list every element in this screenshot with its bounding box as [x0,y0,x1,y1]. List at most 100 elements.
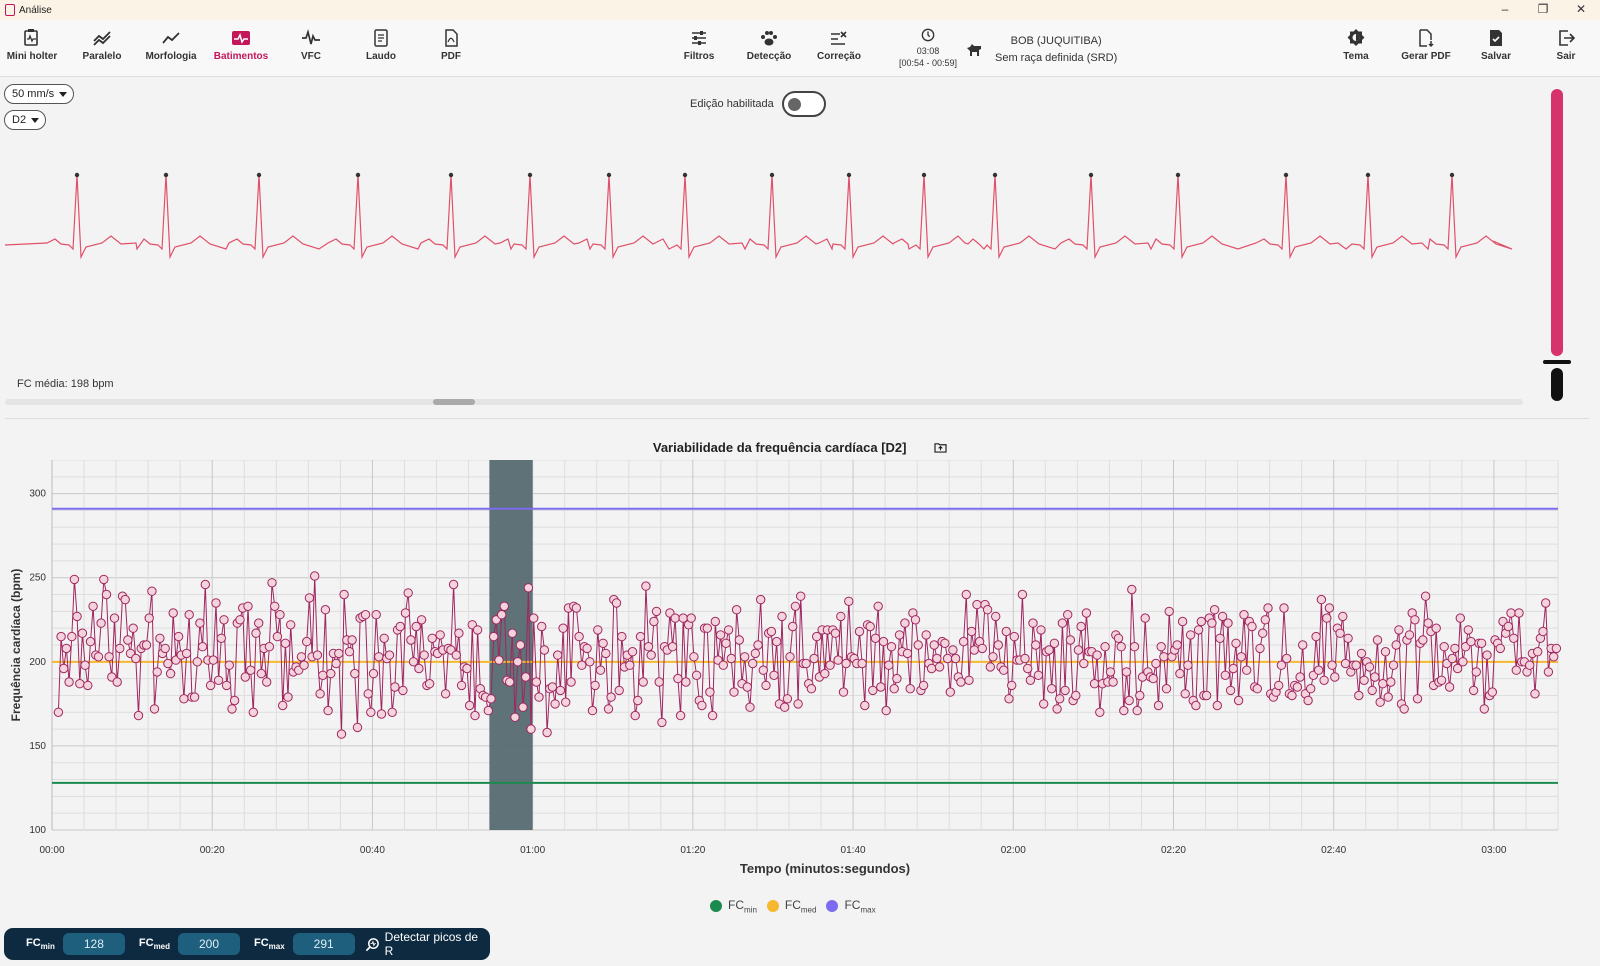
heart-rate-point[interactable] [742,682,752,692]
heart-rate-point[interactable] [1028,618,1038,628]
heart-rate-point[interactable] [854,626,865,637]
heart-rate-point[interactable] [913,640,923,650]
heart-rate-point[interactable] [1410,615,1420,625]
gain-slider-handle[interactable] [1543,360,1571,364]
heart-rate-point[interactable] [1386,677,1396,687]
heart-rate-point[interactable] [1263,603,1273,613]
heart-rate-point[interactable] [505,677,515,687]
heart-rate-point[interactable] [766,626,777,637]
heart-rate-point[interactable] [780,702,790,712]
heart-rate-point[interactable] [310,571,320,581]
heart-rate-point[interactable] [1031,640,1041,650]
heart-rate-point[interactable] [1412,694,1423,704]
heart-rate-point[interactable] [398,685,408,696]
heart-rate-point[interactable] [1322,613,1332,623]
heart-rate-point[interactable] [112,677,122,687]
heart-rate-point[interactable] [67,631,77,642]
r-peak-marker[interactable] [769,172,775,178]
heart-rate-point[interactable] [168,608,178,618]
heart-rate-point[interactable] [905,684,915,694]
r-peak-marker[interactable] [355,172,361,178]
heart-rate-point[interactable] [969,645,979,655]
heart-rate-point[interactable] [1196,616,1207,627]
heart-rate-point[interactable] [262,677,272,687]
heart-rate-point[interactable] [200,579,211,590]
heart-rate-point[interactable] [595,665,606,675]
heart-rate-point[interactable] [531,677,542,687]
heart-rate-point[interactable] [131,653,141,664]
heart-rate-point[interactable] [323,705,333,716]
heart-rate-point[interactable] [788,621,798,632]
heart-rate-point[interactable] [758,665,768,675]
heart-rate-point[interactable] [1185,630,1196,640]
heart-rate-point[interactable] [1207,618,1217,628]
heart-rate-point[interactable] [542,727,552,738]
heart-rate-point[interactable] [318,670,328,681]
heart-rate-point[interactable] [1468,685,1479,696]
heart-rate-point[interactable] [379,633,389,644]
heart-rate-point[interactable] [723,625,734,635]
heart-rate-point[interactable] [470,710,480,721]
heart-rate-point[interactable] [1319,675,1329,686]
heart-rate-point[interactable] [820,668,830,679]
heart-rate-point[interactable] [958,636,969,647]
heart-rate-point[interactable] [521,672,531,682]
heart-rate-point[interactable] [1100,642,1110,652]
heart-rate-point[interactable] [1252,684,1263,694]
heart-rate-point[interactable] [424,679,435,689]
heart-rate-point[interactable] [1223,618,1233,628]
heart-rate-point[interactable] [240,672,251,682]
heart-rate-point[interactable] [109,613,120,623]
heart-rate-point[interactable] [681,677,691,687]
heart-rate-point[interactable] [942,653,953,664]
r-peak-marker[interactable] [256,172,262,178]
heart-rate-point[interactable] [326,668,336,679]
heart-rate-point[interactable] [1175,668,1185,679]
heart-rate-point[interactable] [675,710,686,721]
heart-rate-point[interactable] [483,705,493,716]
heart-rate-point[interactable] [486,694,496,704]
heart-rate-point[interactable] [286,620,296,630]
heart-rate-point[interactable] [1129,642,1140,652]
heart-rate-point[interactable] [1231,638,1241,649]
heart-rate-point[interactable] [956,677,966,687]
heart-rate-point[interactable] [894,630,905,640]
heart-rate-point[interactable] [558,623,568,633]
heart-rate-point[interactable] [1201,690,1212,701]
heart-rate-point[interactable] [64,677,74,687]
heart-rate-point[interactable] [756,594,766,605]
heart-rate-point[interactable] [72,611,82,622]
heart-rate-point[interactable] [1001,626,1011,637]
heart-rate-point[interactable] [1127,584,1137,595]
heart-rate-point[interactable] [1378,679,1388,689]
heart-rate-point[interactable] [1033,670,1044,681]
heart-rate-point[interactable] [601,648,611,659]
heart-rate-point[interactable] [590,680,600,691]
heart-rate-point[interactable] [972,599,982,610]
heart-rate-point[interactable] [280,638,291,649]
heart-rate-point[interactable] [1418,635,1428,645]
heart-rate-point[interactable] [1514,608,1524,618]
heart-rate-point[interactable] [627,647,638,657]
heart-rate-point[interactable] [1047,684,1057,694]
heart-rate-point[interactable] [982,605,993,615]
heart-rate-point[interactable] [462,663,472,674]
heart-rate-point[interactable] [1447,653,1458,664]
heart-rate-point[interactable] [211,598,221,608]
heart-rate-point[interactable] [673,673,683,684]
heart-rate-point[interactable] [120,594,130,605]
heart-rate-point[interactable] [1330,672,1340,682]
heart-rate-point[interactable] [1533,647,1543,657]
heart-rate-point[interactable] [748,658,758,669]
heart-rate-point[interactable] [892,673,902,684]
heart-rate-point[interactable] [587,705,598,716]
heart-rate-point[interactable] [144,613,154,623]
correcao-button[interactable]: Correção [804,28,874,62]
heart-rate-point[interactable] [77,628,88,638]
heart-rate-point[interactable] [1444,682,1455,692]
scrollbar-thumb[interactable] [433,399,475,405]
heart-rate-point[interactable] [705,687,715,697]
heart-rate-point[interactable] [1356,648,1367,659]
r-peak-marker[interactable] [1175,172,1181,178]
heart-rate-point[interactable] [489,631,499,642]
